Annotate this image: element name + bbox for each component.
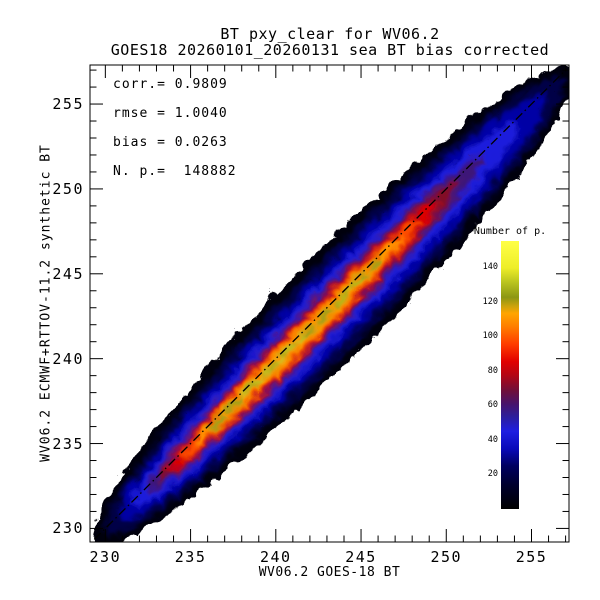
colorbar bbox=[501, 241, 519, 509]
stat-corr: corr.= 0.9809 bbox=[113, 77, 228, 92]
x-axis-label: WV06.2 GOES-18 BT bbox=[258, 565, 401, 580]
plot-title-line2: GOES18 20260101_20260131 sea BT bias cor… bbox=[110, 41, 550, 59]
plot-frame bbox=[89, 64, 570, 543]
y-axis-label: WV06.2 ECMWF+RTTOV-11.2 synthetic BT bbox=[38, 144, 54, 462]
plot-title-line1: BT pxy_clear for WV06.2 bbox=[220, 25, 440, 43]
colorbar-title: Number of p. bbox=[473, 226, 547, 237]
axis-ticks bbox=[90, 65, 569, 542]
stats-panel: corr.= 0.9809 rmse = 1.0040 bias = 0.026… bbox=[113, 77, 237, 193]
stat-bias: bias = 0.0263 bbox=[113, 135, 228, 150]
stat-rmse: rmse = 1.0040 bbox=[113, 106, 228, 121]
identity-dash-dot-line bbox=[93, 68, 567, 540]
stat-npoints: N. p.= 148882 bbox=[113, 164, 237, 179]
